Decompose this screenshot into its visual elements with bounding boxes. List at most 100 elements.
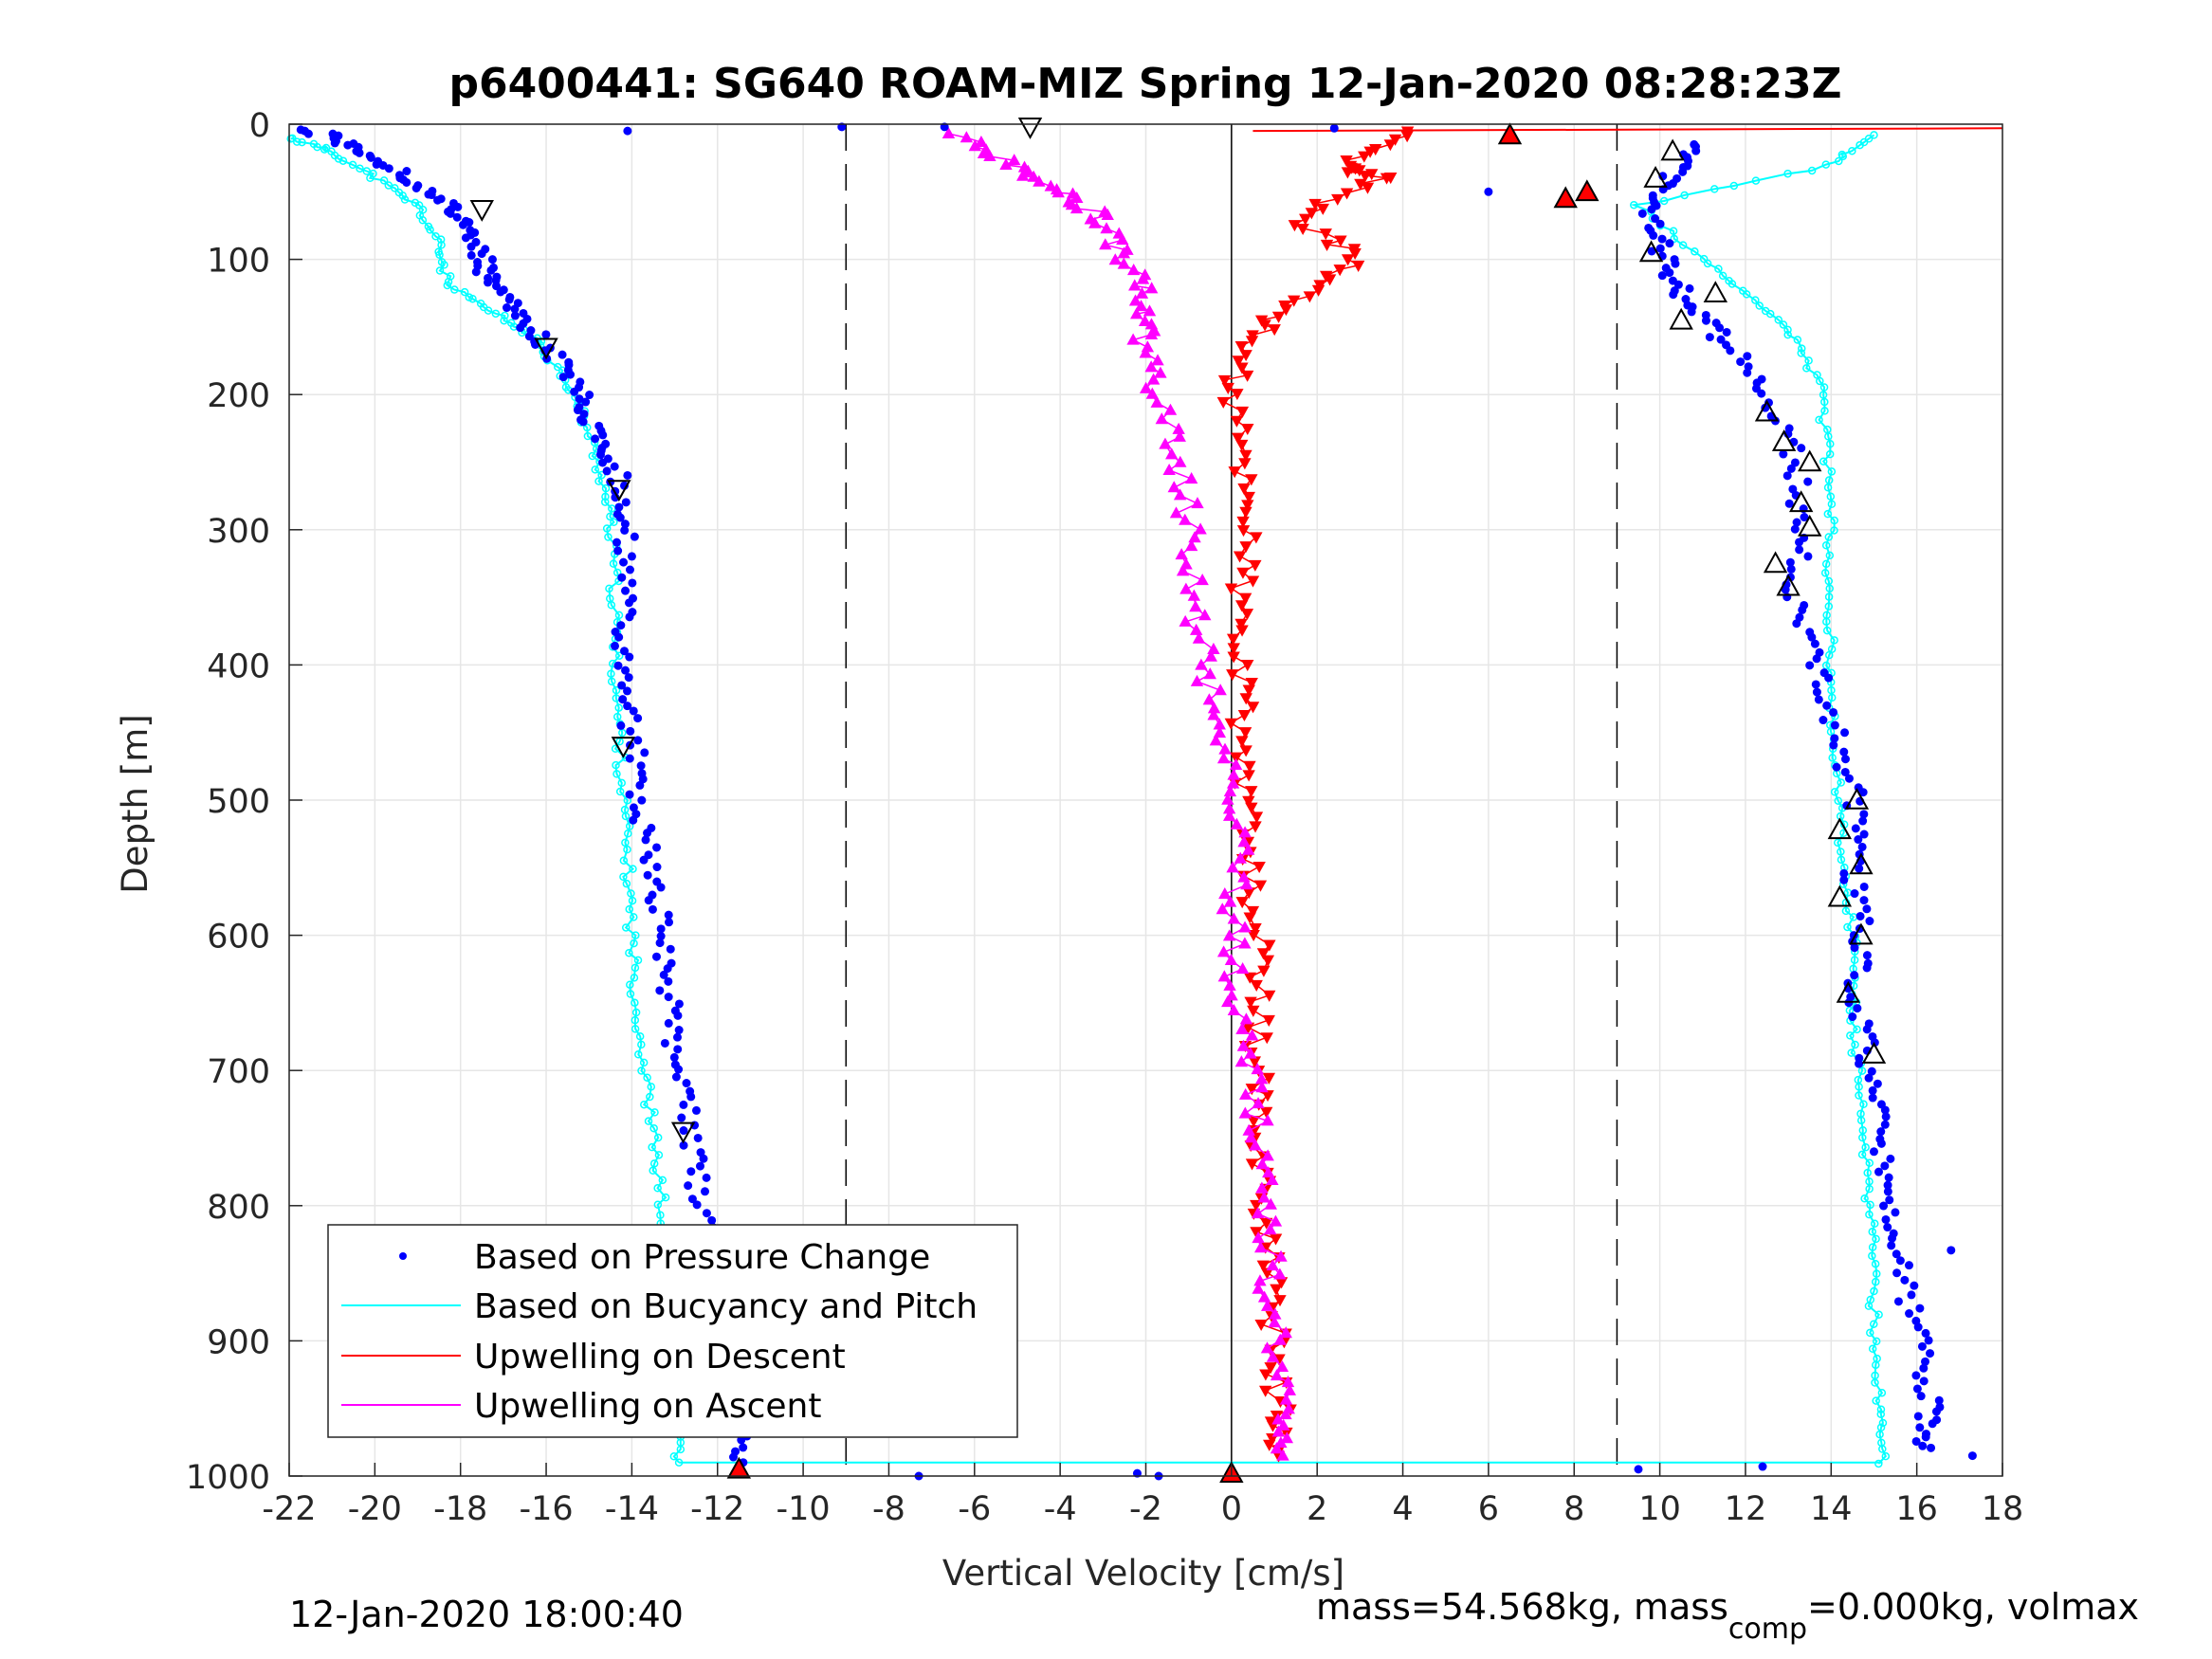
pressure-point xyxy=(686,1167,696,1176)
upwelling-descent-point xyxy=(1319,228,1332,241)
apogee-marker-ascent xyxy=(1776,574,1801,596)
upwelling-descent-point xyxy=(1269,1233,1283,1246)
pressure-point xyxy=(1829,707,1838,717)
upwelling-ascent-point xyxy=(1225,989,1238,1001)
upwelling-descent-point xyxy=(1246,330,1259,342)
upwelling-descent-point xyxy=(1240,370,1254,382)
x-tick-label: -10 xyxy=(777,1490,831,1528)
buoyancy-point xyxy=(1837,855,1846,865)
upwelling-ascent-point xyxy=(1139,346,1152,358)
buoyancy-point xyxy=(601,498,610,506)
upwelling-ascent-point xyxy=(1189,623,1203,635)
upwelling-ascent-point xyxy=(1188,531,1201,543)
upwelling-ascent-point xyxy=(1260,1341,1274,1354)
pressure-point xyxy=(624,673,633,683)
pressure-point xyxy=(1863,958,1873,968)
pressure-point xyxy=(614,502,624,512)
apogee-marker-descent xyxy=(611,737,636,759)
upwelling-ascent-point xyxy=(1184,539,1198,552)
upwelling-descent-point xyxy=(1334,235,1347,247)
pressure-point xyxy=(648,904,657,914)
upwelling-descent-point xyxy=(1242,770,1255,782)
pressure-point xyxy=(1915,1304,1925,1313)
pressure-point xyxy=(471,267,481,277)
buoyancy-point xyxy=(366,173,375,183)
upwelling-ascent-point xyxy=(1245,1029,1259,1041)
pressure-point xyxy=(573,406,582,415)
event-marker xyxy=(726,1456,752,1479)
apogee-marker-ascent xyxy=(1798,514,1822,537)
buoyancy-point xyxy=(1865,1184,1874,1194)
upwelling-ascent-point xyxy=(1264,1223,1277,1235)
upwelling-descent-point xyxy=(1256,948,1271,960)
buoyancy-point xyxy=(437,241,446,249)
apogee-marker-descent xyxy=(469,200,494,222)
buoyancy-point xyxy=(1864,135,1874,143)
buoyancy-point xyxy=(602,524,612,533)
upwelling-ascent-point xyxy=(1222,929,1236,941)
upwelling-descent-point xyxy=(1245,1158,1259,1171)
upwelling-ascent-point xyxy=(1244,1047,1257,1059)
pressure-point xyxy=(655,939,665,948)
buoyancy-point xyxy=(1843,922,1852,932)
pressure-point xyxy=(643,829,652,838)
upwelling-ascent-point xyxy=(1223,895,1237,907)
pressure-point xyxy=(1932,1415,1942,1425)
pressure-point xyxy=(702,1173,711,1182)
legend-label-upwelling-descent: Upwelling on Descent xyxy=(474,1338,846,1376)
buoyancy-point xyxy=(501,311,509,320)
buoyancy-point xyxy=(637,1040,646,1049)
pressure-point xyxy=(620,647,630,656)
y-tick-label: 300 xyxy=(207,513,270,551)
pressure-point xyxy=(1883,1187,1892,1196)
upwelling-descent-point xyxy=(1259,1106,1273,1119)
upwelling-ascent-point xyxy=(1207,708,1220,720)
pressure-point xyxy=(453,202,463,211)
upwelling-descent-point xyxy=(1239,693,1252,705)
pressure-point xyxy=(558,373,568,382)
buoyancy-point xyxy=(1630,200,1638,210)
pressure-point xyxy=(702,1209,711,1218)
buoyancy-point xyxy=(630,974,639,982)
upwelling-descent-point xyxy=(1239,449,1252,462)
buoyancy-point xyxy=(1847,1048,1856,1057)
pressure-point xyxy=(1736,357,1746,367)
upwelling-descent-point xyxy=(1235,406,1250,418)
pressure-point xyxy=(623,686,632,696)
pressure-point xyxy=(612,538,621,547)
pressure-point xyxy=(1868,1093,1877,1103)
buoyancy-point xyxy=(626,990,635,998)
buoyancy-point xyxy=(1659,196,1669,206)
pressure-point xyxy=(1800,600,1809,610)
apogee-marker-ascent xyxy=(1660,138,1685,161)
upwelling-descent-point xyxy=(1247,1005,1260,1017)
pressure-point xyxy=(674,999,684,1009)
pressure-point xyxy=(633,714,643,723)
upwelling-descent-point xyxy=(1262,1014,1275,1027)
buoyancy-point xyxy=(628,896,637,905)
buoyancy-point xyxy=(625,904,634,914)
pressure-point xyxy=(665,918,674,927)
pressure-point xyxy=(1815,647,1824,657)
pressure-point xyxy=(446,209,455,218)
upwelling-ascent-point xyxy=(1165,447,1179,460)
buoyancy-point xyxy=(1874,1310,1883,1319)
upwelling-descent-point xyxy=(1246,575,1260,588)
footer-timestamp: 12-Jan-2020 18:00:40 xyxy=(289,1594,684,1635)
buoyancy-point xyxy=(1815,415,1823,425)
legend-label-buoyancy: Based on Bucyancy and Pitch xyxy=(474,1287,978,1326)
apogee-marker-descent xyxy=(1017,118,1043,139)
upwelling-ascent-point xyxy=(1266,1174,1279,1186)
buoyancy-point xyxy=(292,137,302,146)
pressure-point xyxy=(330,138,339,148)
upwelling-descent-point xyxy=(1243,760,1256,773)
pressure-point xyxy=(502,303,511,313)
pressure-point xyxy=(1880,1120,1890,1129)
upwelling-ascent-point xyxy=(1151,354,1164,366)
upwelling-ascent-point xyxy=(1163,403,1178,415)
axes-box xyxy=(288,123,2003,1477)
upwelling-descent-point xyxy=(1229,752,1243,764)
pressure-point xyxy=(1840,728,1850,738)
upwelling-ascent-point xyxy=(1261,1299,1274,1311)
